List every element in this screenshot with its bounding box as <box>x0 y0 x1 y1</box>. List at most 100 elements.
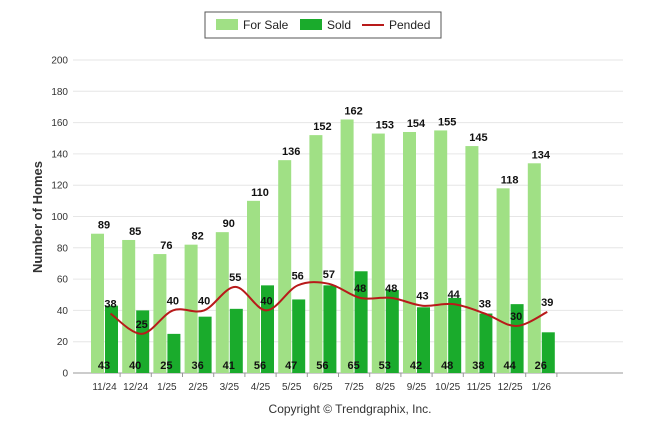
bar-for-sale <box>527 163 541 373</box>
data-label-sold: 44 <box>503 360 516 372</box>
bar-for-sale <box>434 130 448 373</box>
x-tick-label: 10/25 <box>435 382 460 393</box>
bar-for-sale <box>215 232 229 373</box>
data-label-pended: 55 <box>229 272 241 284</box>
x-axis-ticks: 11/24 12/24 1/25 2/25 3/25 4/25 5/25 6/25 7/25 8/… <box>92 373 558 393</box>
bar-sold <box>105 305 118 373</box>
bars <box>91 119 555 373</box>
data-label-for-sale: 162 <box>344 105 362 117</box>
x-tick-label: 7/25 <box>344 382 364 393</box>
data-label-for-sale: 90 <box>223 218 235 230</box>
legend-label-for-sale: For Sale <box>243 18 289 32</box>
data-label-for-sale: 110 <box>251 187 269 199</box>
bar-for-sale <box>184 244 198 373</box>
data-label-pended: 40 <box>198 295 210 307</box>
data-label-for-sale: 76 <box>160 240 172 252</box>
x-tick-label: 6/25 <box>313 382 333 393</box>
x-tick-label: 1/25 <box>157 382 177 393</box>
data-label-sold: 47 <box>285 360 297 372</box>
bar-sold <box>229 308 243 373</box>
y-tick-label: 100 <box>51 212 68 223</box>
bar-for-sale <box>340 119 354 373</box>
data-label-for-sale: 89 <box>98 220 110 232</box>
data-label-pended: 44 <box>448 289 461 301</box>
y-axis-ticks: 0 20 40 60 80 100 120 140 160 180 200 <box>51 56 68 380</box>
bar-sold <box>417 307 430 373</box>
pended-line-group <box>109 281 548 335</box>
bar-for-sale <box>122 239 136 373</box>
bar-sold <box>136 310 150 373</box>
bar-sold <box>323 285 337 373</box>
data-label-sold: 42 <box>410 360 422 372</box>
data-label-pended: 40 <box>167 295 179 307</box>
bar-for-sale <box>309 135 323 373</box>
data-label-sold: 56 <box>316 360 328 372</box>
x-tick-label: 11/24 <box>92 382 117 393</box>
y-tick-label: 120 <box>51 181 68 192</box>
data-label-sold: 43 <box>98 360 110 372</box>
data-label-pended: 30 <box>510 311 522 323</box>
copyright: Copyright © Trendgraphix, Inc. <box>269 402 432 416</box>
data-label-sold: 56 <box>254 360 266 372</box>
y-tick-label: 180 <box>51 87 68 98</box>
data-label-pended: 38 <box>479 299 491 311</box>
bar-sold <box>385 290 399 373</box>
bar-sold <box>541 332 555 373</box>
data-label-sold: 26 <box>535 360 547 372</box>
data-label-pended: 43 <box>416 291 428 303</box>
legend: For Sale Sold Pended <box>204 11 442 39</box>
x-tick-label: 12/25 <box>498 382 523 393</box>
bar-for-sale <box>247 200 260 373</box>
data-label-for-sale: 154 <box>407 118 426 130</box>
data-label-sold: 65 <box>347 360 359 372</box>
data-label-sold: 36 <box>191 360 203 372</box>
legend-label-sold: Sold <box>327 18 351 32</box>
y-tick-label: 140 <box>51 149 68 160</box>
data-label-pended: 39 <box>541 297 553 309</box>
bar-for-sale <box>465 146 479 373</box>
x-tick-label: 12/24 <box>123 382 148 393</box>
bar-sold <box>510 304 524 373</box>
legend-swatch-for-sale <box>216 19 238 30</box>
data-label-sold: 25 <box>160 360 172 372</box>
x-tick-label: 9/25 <box>407 382 427 393</box>
bar-sold <box>198 316 212 373</box>
data-label-for-sale: 82 <box>191 231 203 243</box>
data-label-for-sale: 152 <box>313 121 331 133</box>
data-label-sold: 48 <box>441 360 453 372</box>
data-label-for-sale: 134 <box>532 149 551 161</box>
data-label-for-sale: 145 <box>469 132 487 144</box>
bar-sold <box>261 285 274 373</box>
x-tick-label: 2/25 <box>188 382 208 393</box>
x-tick-label: 5/25 <box>282 382 302 393</box>
x-tick-label: 3/25 <box>220 382 240 393</box>
legend-box <box>204 11 442 39</box>
data-label-pended: 48 <box>385 283 397 295</box>
bar-for-sale <box>371 133 385 373</box>
data-label-pended: 57 <box>323 269 335 281</box>
bar-for-sale <box>403 131 416 373</box>
data-label-pended: 40 <box>260 295 272 307</box>
data-label-sold: 40 <box>129 360 141 372</box>
data-label-pended: 25 <box>136 319 148 331</box>
data-label-for-sale: 155 <box>438 116 456 128</box>
y-tick-label: 40 <box>57 306 69 317</box>
y-tick-label: 20 <box>57 337 69 348</box>
bar-for-sale <box>496 188 510 373</box>
legend-swatch-sold <box>300 19 322 30</box>
x-tick-label: 11/25 <box>467 382 492 393</box>
x-tick-label: 4/25 <box>251 382 271 393</box>
legend-label-pended: Pended <box>389 18 430 32</box>
y-tick-label: 160 <box>51 118 68 129</box>
bar-for-sale <box>91 233 104 373</box>
pended-line <box>109 281 548 335</box>
data-label-pended: 56 <box>292 270 304 282</box>
bar-sold <box>448 297 462 373</box>
data-labels: 89 43 85 40 76 25 82 36 90 41 110 56 136 47 152 56 162 65… <box>98 105 554 372</box>
x-tick-label: 1/26 <box>532 382 552 393</box>
y-axis-label: Number of Homes <box>30 161 45 273</box>
data-label-for-sale: 118 <box>501 174 519 186</box>
data-label-sold: 41 <box>223 360 235 372</box>
y-tick-label: 0 <box>62 369 68 380</box>
bar-sold <box>167 333 181 373</box>
